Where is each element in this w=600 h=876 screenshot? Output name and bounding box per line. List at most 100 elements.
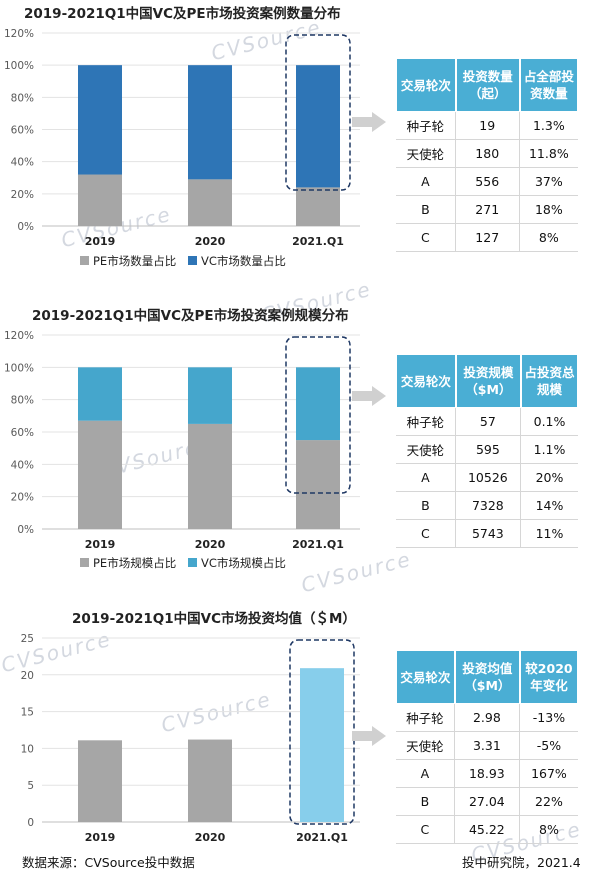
table-cell: -13% (519, 704, 578, 732)
bar-pe-2020 (188, 179, 232, 226)
table-cell: 57 (455, 408, 522, 436)
table-cell: 8% (519, 224, 578, 252)
bar-vc-2021.Q1 (296, 65, 340, 188)
table-row: A 18.93 167% (396, 760, 578, 788)
legend-label: PE市场规模占比 (93, 556, 176, 570)
chart-1-title: 2019-2021Q1中国VC及PE市场投资案例数量分布 (24, 6, 341, 22)
table-row: B 7328 14% (396, 492, 578, 520)
table-cell: 20% (521, 464, 578, 492)
legend-label: VC市场规模占比 (201, 556, 286, 570)
bar-vc-2020 (188, 65, 232, 180)
table-header-cell: 投资均值（$M） (454, 650, 520, 704)
x-tick-label: 2020 (195, 831, 226, 844)
y-tick-label: 120% (4, 28, 34, 40)
y-tick-label: 80% (11, 395, 34, 407)
legend-swatch (188, 558, 197, 567)
table-cell: B (396, 492, 456, 520)
table-header-cell: 投资数量（起） (455, 58, 520, 112)
table-cell: 595 (455, 436, 522, 464)
x-tick-label: 2019 (85, 235, 116, 248)
y-tick-label: 0 (27, 817, 34, 829)
chart-2: 0% 20% 40% 60% 80% 100% 120% 2019 2020 2021.Q1 PE市… (4, 330, 360, 570)
table-row: B 27.04 22% (396, 788, 578, 816)
bar-2021.Q1 (300, 668, 344, 822)
table-cell: A (396, 168, 456, 196)
table-cell: 11.8% (519, 140, 578, 168)
table-row: 天使轮 595 1.1% (396, 436, 578, 464)
table-header-cell: 交易轮次 (396, 354, 456, 408)
y-tick-label: 20% (11, 189, 34, 201)
table-cell: 11% (521, 520, 578, 548)
table-row: A 10526 20% (396, 464, 578, 492)
table-cell: C (396, 520, 456, 548)
table-header-cell: 占投资总规模 (521, 354, 578, 408)
y-tick-label: 25 (21, 633, 34, 645)
bar-2020 (188, 739, 232, 822)
chart-2-title: 2019-2021Q1中国VC及PE市场投资案例规模分布 (32, 308, 349, 324)
table-cell: 556 (455, 168, 520, 196)
legend-swatch (80, 256, 89, 265)
legend-swatch (80, 558, 89, 567)
table-2: 交易轮次 投资规模（$M） 占投资总规模 种子轮 57 0.1% 天使轮 595 1.1% A 10… (396, 354, 578, 548)
table-cell: 天使轮 (396, 140, 456, 168)
table-cell: 天使轮 (396, 732, 455, 760)
table-cell: 45.22 (454, 816, 520, 844)
arrow-icon (352, 112, 386, 132)
bar-pe-2019 (78, 420, 122, 529)
table-cell: 8% (519, 816, 578, 844)
x-tick-label: 2021.Q1 (292, 538, 344, 551)
table-row: C 45.22 8% (396, 816, 578, 844)
table-cell: 10526 (455, 464, 522, 492)
table-cell: 种子轮 (396, 408, 456, 436)
bar-2019 (78, 740, 122, 822)
table-cell: A (396, 464, 456, 492)
y-tick-label: 15 (21, 707, 34, 719)
bar-vc-2021.Q1 (296, 367, 340, 441)
x-tick-label: 2021.Q1 (292, 235, 344, 248)
y-tick-label: 0% (17, 524, 34, 536)
legend-label: VC市场数量占比 (201, 254, 286, 268)
table-cell: 种子轮 (396, 704, 455, 732)
chart-3-title: 2019-2021Q1中国VC市场投资均值（＄M） (72, 611, 356, 627)
y-tick-label: 40% (11, 157, 34, 169)
table-cell: 种子轮 (396, 112, 456, 140)
x-tick-label: 2019 (85, 831, 116, 844)
table-cell: 180 (455, 140, 520, 168)
table-cell: C (396, 816, 455, 844)
table-row: C 127 8% (396, 224, 578, 252)
table-row: 种子轮 19 1.3% (396, 112, 578, 140)
y-tick-label: 80% (11, 92, 34, 104)
table-cell: 3.31 (454, 732, 520, 760)
bar-pe-2020 (188, 423, 232, 529)
y-tick-label: 60% (11, 125, 34, 137)
bar-pe-2021.Q1 (296, 187, 340, 226)
highlight-box (285, 34, 351, 191)
x-tick-label: 2020 (195, 538, 226, 551)
y-tick-label: 10 (21, 743, 34, 755)
chart-3: 0 5 10 15 20 25 2019 2020 2021.Q1 (21, 633, 360, 844)
table-cell: 22% (519, 788, 578, 816)
arrow-icon (352, 386, 386, 406)
y-tick-label: 60% (11, 427, 34, 439)
highlight-box (285, 336, 351, 494)
table-cell: B (396, 788, 455, 816)
table-header-cell: 交易轮次 (396, 58, 456, 112)
y-tick-label: 20% (11, 492, 34, 504)
table-header-cell: 投资规模（$M） (455, 354, 522, 408)
y-tick-label: 5 (27, 780, 34, 792)
table-cell: 271 (455, 196, 520, 224)
table-row: 种子轮 2.98 -13% (396, 704, 578, 732)
bar-vc-2019 (78, 367, 122, 421)
y-tick-label: 120% (4, 330, 34, 342)
chart-1: 0% 20% 40% 60% 80% 100% 120% 2019 2020 2021.Q1 PE市… (4, 28, 360, 268)
legend-swatch (188, 256, 197, 265)
table-cell: 18.93 (454, 760, 520, 788)
table-cell: 1.1% (521, 436, 578, 464)
table-cell: 127 (455, 224, 520, 252)
data-source: 数据来源：CVSource投中数据 (22, 855, 195, 870)
table-cell: 天使轮 (396, 436, 456, 464)
legend-label: PE市场数量占比 (93, 254, 176, 268)
table-cell: B (396, 196, 456, 224)
y-tick-label: 100% (4, 60, 34, 72)
bar-pe-2021.Q1 (296, 440, 340, 529)
